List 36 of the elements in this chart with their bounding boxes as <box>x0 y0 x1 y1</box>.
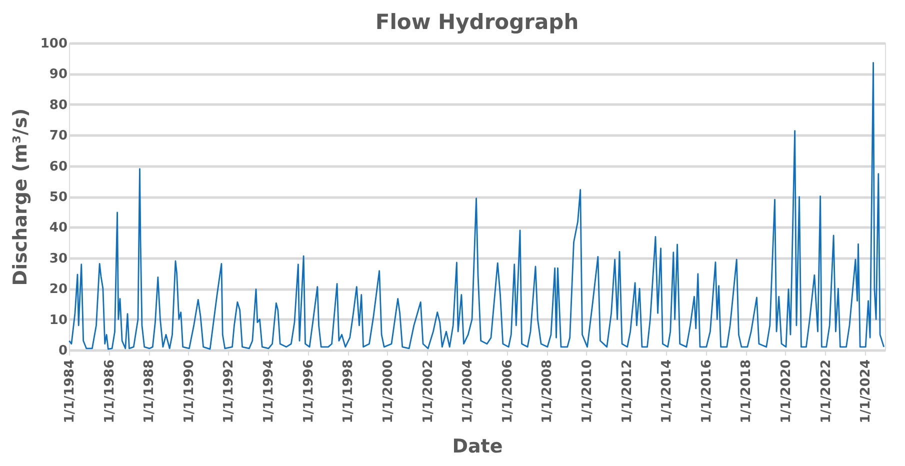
y-tick-label: 60 <box>49 159 68 174</box>
y-tick-label: 0 <box>58 344 68 358</box>
x-tick-label: 1/1/2016 <box>699 360 714 424</box>
y-tick-label: 30 <box>49 251 68 266</box>
y-axis-title: Discharge (m³/s) <box>9 108 32 286</box>
x-tick-label: 1/1/1990 <box>182 360 197 424</box>
x-tick-label: 1/1/2024 <box>858 360 874 424</box>
x-tick-label: 1/1/2018 <box>739 360 754 424</box>
x-tick-label: 1/1/2022 <box>818 360 834 424</box>
x-tick-label: 1/1/1998 <box>341 360 356 424</box>
x-tick-label: 1/1/2020 <box>779 360 794 424</box>
x-axis-title: Date <box>452 435 503 458</box>
y-tick-label: 90 <box>49 67 68 82</box>
chart-title: Flow Hydrograph <box>375 10 579 34</box>
y-tick-label: 20 <box>49 282 68 298</box>
y-tick-label: 10 <box>49 312 68 328</box>
x-tick-label: 1/1/2012 <box>620 360 635 424</box>
y-tick-label: 70 <box>49 128 68 144</box>
x-tick-label: 1/1/1986 <box>102 360 118 424</box>
y-tick-label: 40 <box>49 220 68 236</box>
x-tick-label: 1/1/2006 <box>500 360 516 424</box>
x-tick-label: 1/1/1992 <box>222 360 237 424</box>
line-series <box>68 62 885 350</box>
x-tick-label: 1/1/1994 <box>262 360 277 424</box>
y-tick-label: 50 <box>49 190 68 205</box>
x-tick-label: 1/1/2014 <box>660 360 675 424</box>
x-tick-label: 1/1/2000 <box>380 360 396 424</box>
x-tick-label: 1/1/2002 <box>420 360 436 424</box>
y-tick-label: 100 <box>40 36 68 52</box>
x-tick-label: 1/1/2004 <box>460 360 476 424</box>
x-tick-label: 1/1/1996 <box>301 360 316 424</box>
x-tick-label: 1/1/1988 <box>142 360 158 424</box>
x-tick-label: 1/1/2010 <box>580 360 595 424</box>
x-tick-label: 1/1/2008 <box>540 360 556 424</box>
x-tick-label: 1/1/1984 <box>62 360 78 424</box>
y-tick-label: 80 <box>49 98 68 113</box>
